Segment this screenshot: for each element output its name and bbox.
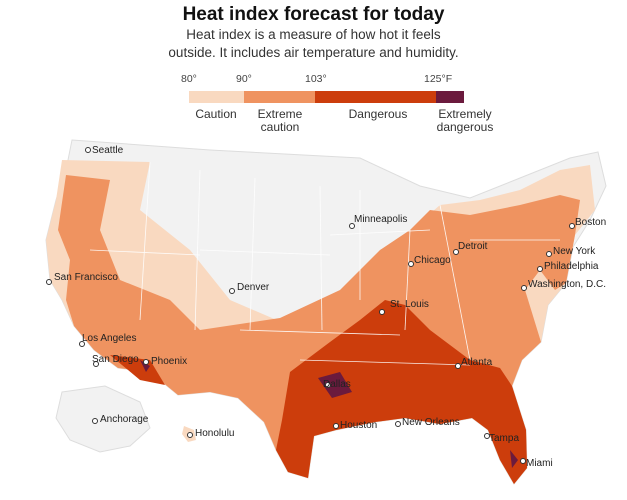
city-marker — [546, 251, 552, 257]
legend-label-caution: Caution — [195, 107, 237, 121]
city-label-dallas: Dallas — [323, 379, 351, 390]
legend-label-dangerous: Dangerous — [348, 107, 408, 121]
city-label-chicago: Chicago — [414, 255, 451, 266]
city-marker — [408, 261, 414, 267]
city-label-san-diego: San Diego — [92, 354, 139, 365]
city-label-washington-dc: Washington, D.C. — [528, 279, 606, 290]
alaska-land — [55, 385, 151, 453]
city-marker — [537, 266, 543, 272]
map-subtitle: Heat index is a measure of how hot it fe… — [168, 27, 459, 60]
legend: 80° 90° 103° 125°F Caution Extreme cauti… — [0, 0, 627, 140]
city-label-los-angeles: Los Angeles — [82, 333, 137, 344]
city-label-houston: Houston — [340, 420, 377, 431]
city-label-atlanta: Atlanta — [461, 357, 493, 368]
caution-zone — [46, 160, 595, 484]
city-marker — [92, 418, 98, 424]
city-marker — [521, 285, 527, 291]
city-label-miami: Miami — [526, 458, 553, 469]
city-marker — [187, 432, 193, 438]
city-marker — [453, 249, 459, 255]
legend-swatch-caution — [189, 91, 244, 103]
extremely-dangerous-zone — [140, 360, 518, 468]
city-label-tampa: Tampa — [489, 433, 519, 444]
contiguous-us-land — [45, 139, 607, 485]
legend-swatch-dangerous — [315, 91, 436, 103]
city-marker — [520, 458, 526, 464]
city-label-new-york: New York — [553, 246, 596, 257]
city-label-detroit: Detroit — [458, 241, 488, 252]
city-label-anchorage: Anchorage — [100, 414, 149, 425]
legend-tick-125: 125°F — [424, 73, 453, 85]
city-label-san-francisco: San Francisco — [54, 272, 118, 283]
legend-swatch-extremely-dangerous — [436, 91, 464, 103]
city-label-honolulu: Honolulu — [195, 428, 234, 439]
city-label-seattle: Seattle — [92, 145, 124, 156]
state-borders — [89, 161, 560, 366]
city-marker — [333, 423, 339, 429]
city-marker — [79, 341, 85, 347]
city-label-st-louis: St. Louis — [390, 299, 429, 310]
city-marker — [229, 288, 235, 294]
city-markers: Seattle San Francisco Los Angeles San Di… — [46, 145, 606, 469]
city-marker — [395, 421, 401, 427]
hawaii-land — [182, 426, 196, 442]
dangerous-zone — [110, 300, 527, 484]
city-label-phoenix: Phoenix — [151, 356, 187, 367]
city-label-philadelphia: Philadelphia — [544, 261, 599, 272]
city-marker — [569, 223, 575, 229]
legend-label-extremely-dangerous: Extremely dangerous — [436, 107, 494, 134]
legend-swatch-extreme-caution — [244, 91, 315, 103]
legend-label-extreme-caution: Extreme caution — [257, 107, 303, 134]
city-marker — [85, 147, 91, 153]
city-label-new-orleans: New Orleans — [402, 417, 460, 428]
city-marker — [484, 433, 490, 439]
city-marker — [46, 279, 52, 285]
city-marker — [455, 363, 461, 369]
legend-tick-103: 103° — [305, 73, 327, 85]
legend-tick-90: 90° — [236, 73, 252, 85]
city-marker — [93, 361, 99, 367]
extreme-caution-zone — [58, 175, 580, 484]
legend-tick-80: 80° — [181, 73, 197, 85]
city-label-denver: Denver — [237, 282, 270, 293]
map-title: Heat index forecast for today — [182, 4, 445, 25]
city-marker — [325, 382, 331, 388]
city-marker — [379, 309, 385, 315]
city-marker — [143, 359, 149, 365]
city-label-minneapolis: Minneapolis — [354, 214, 407, 225]
city-label-boston: Boston — [575, 217, 606, 228]
city-marker — [349, 223, 355, 229]
